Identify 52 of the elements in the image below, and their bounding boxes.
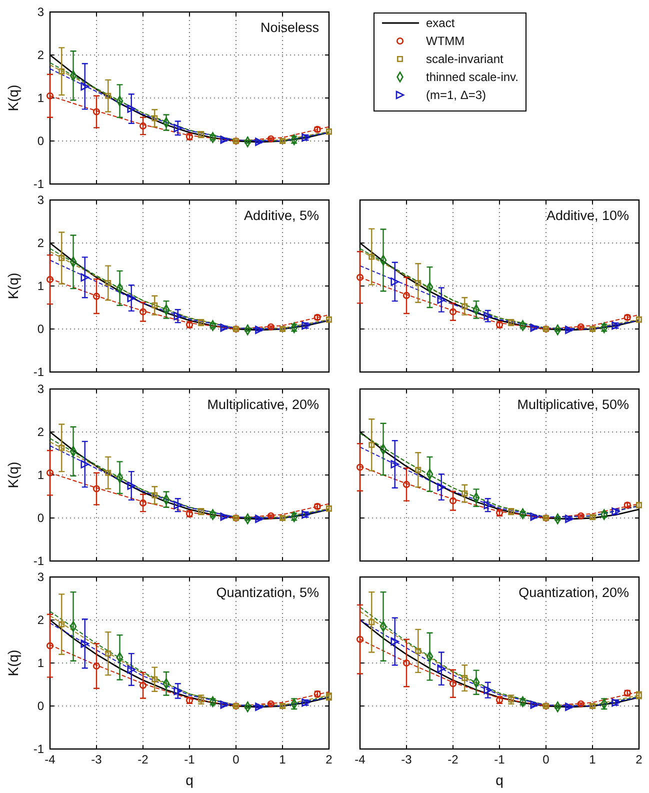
- text: Noiseless: [260, 20, 320, 35]
- x-tick-label: 0: [232, 752, 240, 767]
- y-tick-label: 2: [37, 236, 44, 250]
- x-tick-label: -4: [44, 752, 56, 767]
- text: Additive, 10%: [546, 208, 629, 223]
- y-tick-label: -1: [33, 742, 44, 756]
- y-tick-label: 1: [37, 656, 44, 670]
- text: Multiplicative, 20%: [207, 397, 319, 412]
- y-tick-label: 3: [37, 4, 44, 19]
- x-tick-label: 2: [326, 752, 333, 767]
- y-tick-label: 3: [37, 382, 44, 396]
- y-axis-title: K(q): [5, 84, 21, 112]
- x-tick-label: -3: [91, 752, 102, 767]
- text: Quantization, 5%: [216, 585, 319, 600]
- legend-label: (m=1, Δ=3): [426, 88, 486, 102]
- y-tick-label: 0: [37, 322, 44, 336]
- y-tick-label: 3: [37, 192, 44, 207]
- x-tick-label: 1: [279, 752, 286, 767]
- x-axis-title: q: [186, 772, 194, 788]
- x-tick-label: 0: [542, 752, 550, 767]
- x-axis-title: q: [496, 772, 504, 788]
- legend-label: exact: [426, 16, 456, 30]
- y-tick-label: 1: [37, 468, 44, 482]
- y-axis-title: K(q): [5, 462, 21, 488]
- x-tick-label: 2: [636, 752, 643, 767]
- y-tick-label: 1: [37, 278, 44, 293]
- y-axis-title: K(q): [5, 272, 21, 300]
- x-tick-label: -3: [401, 752, 412, 767]
- x-tick-label: 1: [589, 752, 596, 767]
- x-tick-label: -1: [184, 752, 196, 767]
- legend-label: WTMM: [426, 34, 465, 48]
- text: Quantization, 20%: [518, 585, 629, 600]
- y-tick-label: 2: [37, 48, 44, 62]
- text: Additive, 5%: [244, 208, 319, 223]
- y-tick-label: 0: [37, 134, 44, 148]
- text: Multiplicative, 50%: [517, 397, 629, 412]
- y-axis-title: K(q): [5, 650, 21, 676]
- x-tick-label: -1: [494, 752, 506, 767]
- x-tick-label: -4: [354, 752, 366, 767]
- legend-label: thinned scale-inv.: [426, 70, 518, 84]
- y-tick-label: -1: [33, 554, 44, 568]
- x-tick-label: -2: [448, 752, 459, 767]
- legend-label: scale-invariant: [426, 52, 504, 66]
- y-tick-label: 3: [37, 570, 44, 584]
- y-tick-label: 0: [37, 510, 44, 525]
- y-tick-label: 2: [37, 612, 44, 627]
- x-tick-label: -2: [138, 752, 149, 767]
- y-tick-label: -1: [33, 176, 44, 191]
- y-tick-label: 1: [37, 90, 44, 105]
- y-tick-label: -1: [33, 364, 44, 379]
- y-tick-label: 0: [37, 698, 44, 713]
- y-tick-label: 2: [37, 424, 44, 439]
